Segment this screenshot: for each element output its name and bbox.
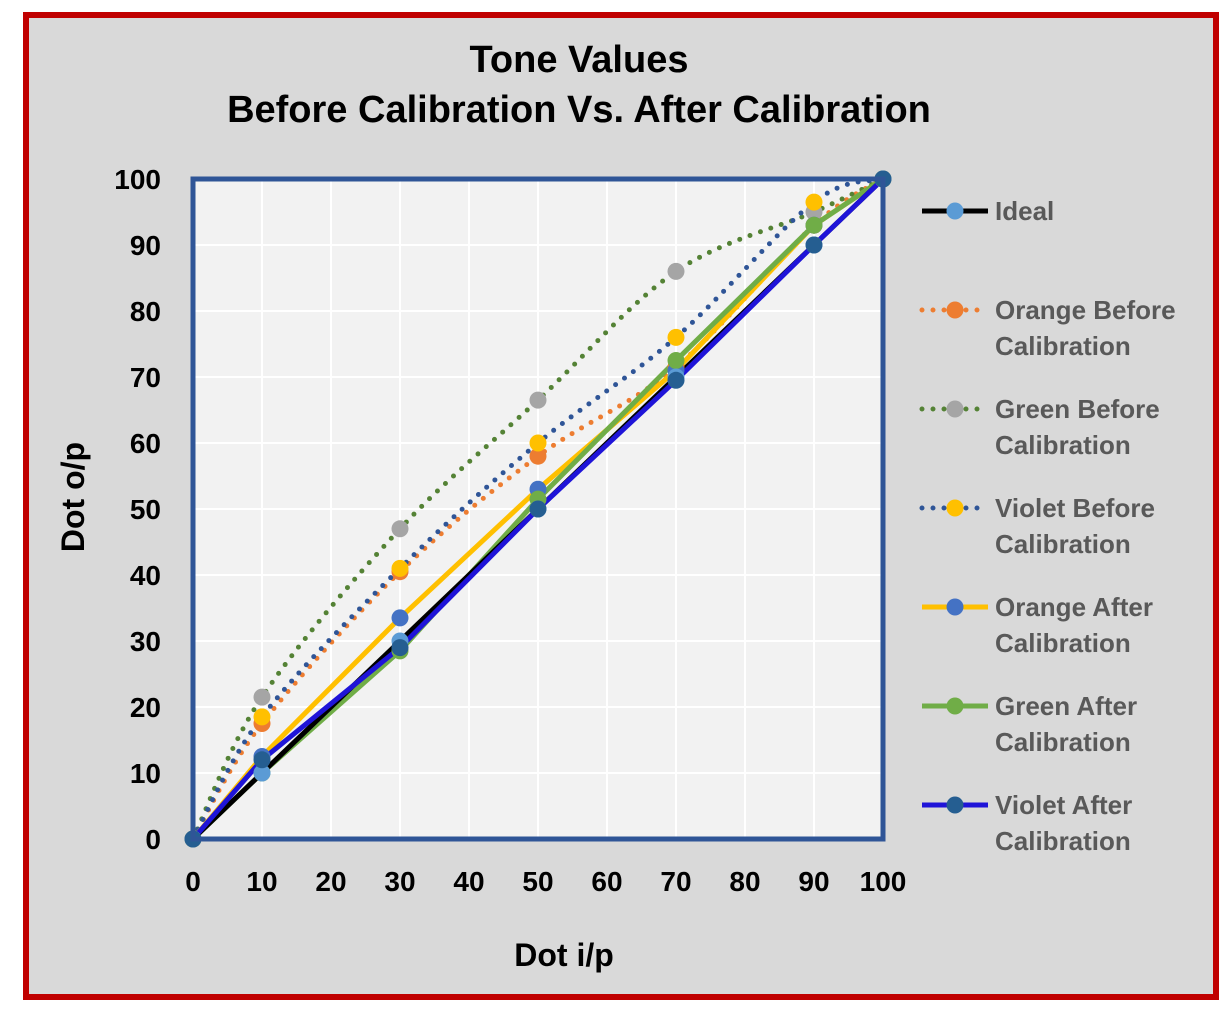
data-point-series-6 [667, 371, 685, 389]
legend-marker [946, 499, 964, 517]
y-tick-label: 0 [145, 824, 161, 855]
chart-title-line-1: Tone Values [470, 39, 689, 81]
legend-label: Green Before Calibration [995, 394, 1160, 460]
data-point-series-3 [805, 193, 823, 211]
data-point-series-3 [253, 708, 271, 726]
y-tick-label: 20 [130, 692, 161, 723]
legend-label: Orange Before Calibration [995, 295, 1176, 361]
y-tick-label: 70 [130, 362, 161, 393]
x-tick-label: 0 [185, 866, 201, 897]
y-tick-label: 60 [130, 428, 161, 459]
y-tick-label: 30 [130, 626, 161, 657]
chart-title-line-2: Before Calibration Vs. After Calibration [227, 89, 931, 131]
data-point-series-2 [253, 688, 271, 706]
legend-label: Violet After Calibration [995, 790, 1132, 856]
plot-area: 0 10 20 30 40 50 60 70 80 90 100 0 10 20 30 40 50 60 70 80 9… [114, 164, 906, 897]
y-axis-title: Dot o/p [55, 442, 91, 552]
y-tick-label: 80 [130, 296, 161, 327]
y-tick-label: 90 [130, 230, 161, 261]
data-point-series-3 [391, 559, 409, 577]
data-point-series-3 [667, 328, 685, 346]
legend-label: Violet Before Calibration [995, 493, 1155, 559]
x-tick-label: 50 [522, 866, 553, 897]
data-point-series-5 [805, 216, 823, 234]
x-tick-label: 10 [246, 866, 277, 897]
y-tick-label: 100 [114, 164, 161, 195]
y-tick-label: 40 [130, 560, 161, 591]
y-tick-label: 10 [130, 758, 161, 789]
legend-marker [946, 400, 964, 418]
legend-label: Green After Calibration [995, 691, 1137, 757]
data-point-series-2 [529, 391, 547, 409]
y-tick-label: 50 [130, 494, 161, 525]
data-point-series-4 [391, 609, 409, 627]
legend-marker [946, 598, 964, 616]
data-point-series-2 [391, 520, 409, 538]
x-tick-label: 70 [660, 866, 691, 897]
data-point-series-0 [253, 764, 271, 782]
legend: Ideal Orange Before Calibration Green Befor… [919, 196, 1176, 856]
legend-marker [946, 796, 964, 814]
x-tick-label: 20 [315, 866, 346, 897]
legend-label: Orange After Calibration [995, 592, 1153, 658]
legend-marker [946, 202, 964, 220]
data-point-series-6 [805, 236, 823, 254]
plot-border [190, 176, 886, 842]
legend-marker [946, 301, 964, 319]
x-axis-title: Dot i/p [514, 937, 614, 973]
x-tick-label: 80 [729, 866, 760, 897]
data-point-series-2 [667, 262, 685, 280]
legend-marker [946, 697, 964, 715]
x-tick-label: 100 [860, 866, 907, 897]
data-point-series-3 [529, 434, 547, 452]
series-line-2 [190, 176, 886, 842]
data-point-series-1 [529, 447, 547, 465]
x-tick-label: 40 [453, 866, 484, 897]
legend-label: Ideal [995, 196, 1054, 226]
data-point-series-6 [391, 639, 409, 657]
x-tick-label: 30 [384, 866, 415, 897]
x-tick-label: 60 [591, 866, 622, 897]
data-point-series-6 [253, 751, 271, 769]
data-point-series-6 [529, 500, 547, 518]
x-tick-label: 90 [798, 866, 829, 897]
data-point-series-5 [667, 352, 685, 369]
